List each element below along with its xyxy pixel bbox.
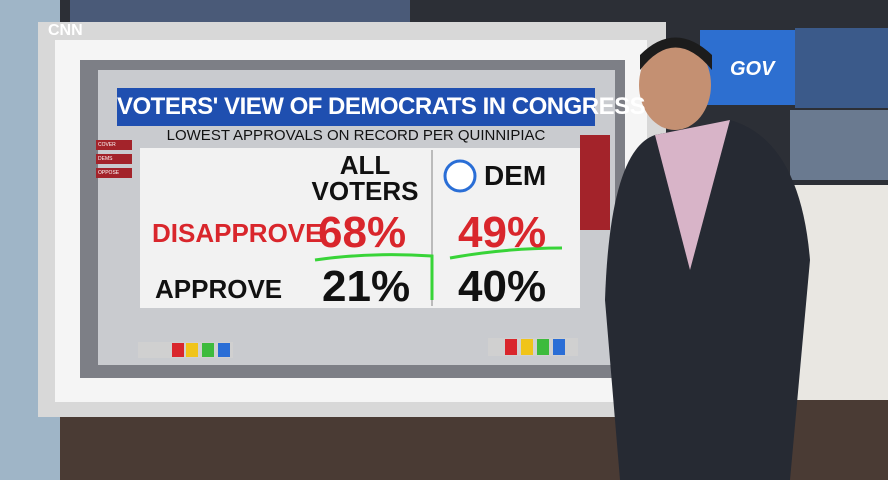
- row-label: DISAPPROVE: [152, 218, 323, 248]
- graphic-subtitle: LOWEST APPROVALS ON RECORD PER QUINNIPIA…: [166, 127, 546, 144]
- menu-item[interactable]: DEMS: [96, 154, 132, 164]
- table-value: 49%: [458, 208, 547, 257]
- channel-logo: CNN: [48, 22, 83, 39]
- table-value: 21%: [322, 262, 411, 311]
- graphic-title: VOTERS' VIEW OF DEMOCRATS IN CONGRESS: [117, 88, 646, 126]
- column-header: DEM: [484, 160, 547, 191]
- menu-item[interactable]: COVER: [96, 140, 132, 150]
- menu-item[interactable]: OPPOSE: [96, 168, 132, 178]
- row-label: APPROVE: [155, 274, 283, 304]
- column-header: ALL VOTERS: [311, 150, 419, 206]
- table-value: 40%: [458, 262, 547, 311]
- table-value: 68%: [318, 208, 407, 257]
- screen-text: GOV: [730, 58, 775, 80]
